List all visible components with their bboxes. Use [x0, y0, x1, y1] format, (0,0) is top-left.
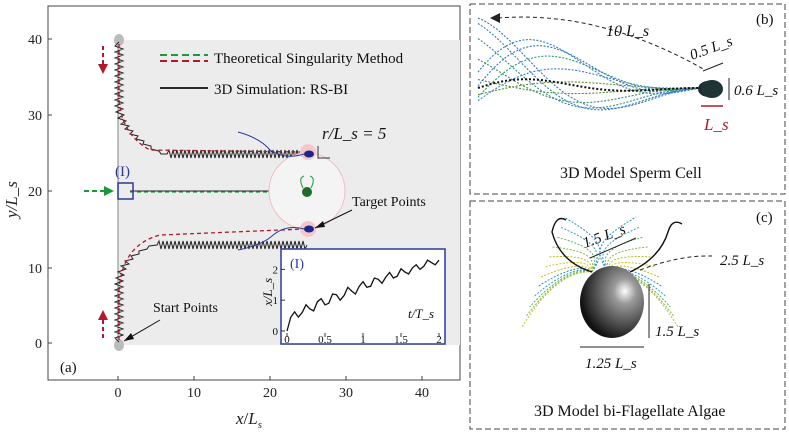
x-tick-label: 20: [263, 386, 277, 401]
y-tick-label: 20: [28, 185, 42, 200]
alga-flagellum: [552, 246, 594, 273]
dim-head-length: L_s: [703, 115, 729, 134]
flagellum-wave: [477, 17, 703, 110]
alga-flagellum: [521, 271, 593, 328]
alga-flagellum: [559, 226, 598, 273]
flagellum-wave: [477, 81, 703, 96]
alga-flagellum: [607, 271, 675, 318]
radius-label: r/L_s = 5: [322, 124, 386, 143]
flagellum-wave: [477, 68, 703, 102]
alga-flagellum: [607, 268, 663, 288]
marker-I-label: (I): [115, 164, 130, 180]
theory-lower: [118, 228, 306, 340]
alga-flagellum-left: [551, 217, 593, 273]
start-point-top: [114, 34, 124, 46]
alga-flagellum: [525, 271, 593, 318]
x-tick-label: 30: [339, 386, 353, 401]
inset-x-tick-label: 1.5: [394, 334, 408, 346]
panel-c-label: (c): [756, 210, 773, 226]
y-tick-label: 10: [28, 262, 42, 277]
inset-title: (I): [290, 257, 304, 272]
y-tick-label: 40: [28, 33, 42, 48]
x-axis: 0 10 20 30 40: [48, 376, 460, 401]
inset-y-tick-label: 0: [273, 326, 279, 338]
dim-head-height: 0.6 L_s: [734, 83, 778, 99]
flagellum-wave: [477, 45, 703, 93]
panel-b-frame: [469, 3, 786, 195]
start-label: Start Points: [153, 301, 218, 316]
alga-flagellum: [556, 236, 596, 273]
alga-flagellum: [606, 246, 648, 273]
dim-width: 1.25 L_s: [585, 356, 637, 372]
panel-c-title: 3D Model bi-Flagellate Algae: [534, 403, 726, 420]
panel-a: 0 10 20 30 40 x/Ls 0 10 20 30 40 y/L_s: [2, 5, 461, 431]
flagellum-wave: [477, 78, 702, 95]
target-label: Target Points: [352, 195, 426, 210]
y-axis-label: y/L_s: [2, 181, 21, 220]
dim-head-width: 0.5 L_s: [688, 34, 735, 64]
inset-x-tick-label: 0.5: [318, 334, 332, 346]
flagellum-wave: [477, 55, 703, 98]
flagellum-mean: [477, 78, 702, 92]
cell-upper: [304, 150, 314, 158]
dim-flag-gap: 1.5 L_s: [581, 222, 628, 252]
alga-flagellum: [529, 270, 593, 308]
flagellum-wave: [477, 39, 703, 95]
dim-flag-len: 2.5 L_s: [720, 253, 764, 269]
alga-flagellum: [540, 265, 593, 278]
alga-flagellum: [602, 226, 641, 273]
alga-flagellum: [544, 262, 593, 273]
alga-body: [580, 266, 644, 338]
y-tick-label: 0: [35, 337, 42, 352]
alga-flagellum: [563, 216, 601, 273]
panel-b-label: (b): [756, 12, 774, 28]
inset-chart: (I) x/L_s t/T_s 0 0.5 1 1.5 2 0 1 2: [260, 248, 446, 346]
inset-series-line: [286, 259, 440, 332]
y-axis: 0 10 20 30 40: [28, 6, 52, 380]
cell-lower: [304, 225, 314, 233]
flagellum-wave: [477, 58, 703, 104]
theory-upper: [118, 44, 306, 153]
dim-height: 1.5 L_s: [655, 324, 699, 340]
alga-cell: [302, 187, 312, 197]
inset-y-tick-label: 2: [273, 264, 279, 276]
y-tick-label: 30: [28, 109, 42, 124]
x-axis-label: x/Ls: [235, 409, 262, 431]
alga-flagellum: [537, 268, 593, 288]
x-tick-label: 10: [187, 386, 201, 401]
marker-I-box: [117, 182, 134, 200]
inset-x-tick-label: 2: [436, 334, 442, 346]
panel-b: 10 L_s 0.5 L_s 0.6 L_s L_s 3D Model Sper…: [469, 3, 786, 195]
alga-flagellum: [604, 236, 644, 273]
panel-c-frame: [469, 200, 786, 430]
dim-length-label: 10 L_s: [606, 23, 649, 40]
alga-flagellum-right: [629, 221, 683, 273]
legend-sim-label: 3D Simulation: RS-BI: [214, 82, 348, 98]
legend: Theoretical Singularity Method 3D Simula…: [160, 51, 404, 98]
alga-flagellum: [599, 216, 637, 273]
panel-a-label: (a): [60, 360, 77, 376]
inset-ylabel: x/L_s: [260, 278, 275, 307]
inset-x-tick-label: 1: [360, 334, 366, 346]
inset-xlabel: t/T_s: [408, 306, 434, 321]
inset-y-tick-label: 1: [273, 295, 279, 307]
legend-theory-label: Theoretical Singularity Method: [214, 51, 404, 67]
start-point-bottom: [114, 339, 124, 351]
x-tick-label: 0: [115, 386, 122, 401]
panel-c: 1.5 L_s 2.5 L_s 1.5 L_s 1.25 L_s 3D Mode…: [469, 200, 786, 430]
inset-frame: [280, 248, 446, 345]
flagellum-wave: [477, 23, 703, 111]
panel-b-title: 3D Model Sperm Cell: [560, 165, 702, 182]
dim-length-arrow: [497, 16, 706, 71]
inset-x-tick-label: 0: [284, 334, 290, 346]
x-tick-label: 40: [415, 386, 429, 401]
trajectory-lower: [113, 239, 308, 343]
